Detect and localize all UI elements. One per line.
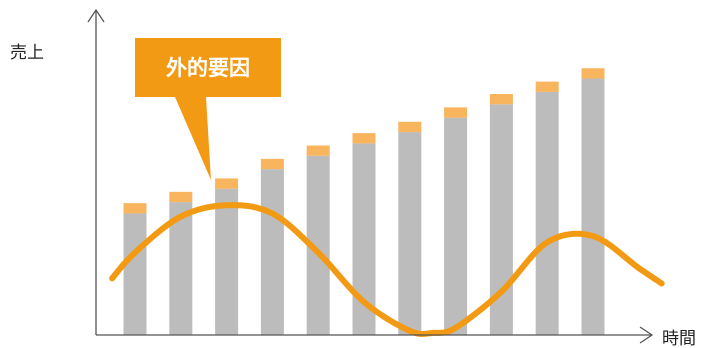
callout-box [135,38,281,97]
bar-cap [260,158,284,170]
bar-base [398,132,422,335]
y-axis-label: 売上 [10,43,44,63]
bar-base [489,104,513,335]
bar-base [444,117,468,335]
bar-cap [169,191,193,203]
bar-base [535,91,559,335]
bar-cap [123,203,147,214]
y-axis-arrowhead [87,8,105,23]
bar-cap [398,121,422,133]
bar-cap [215,178,239,189]
bar-base [581,78,605,335]
bar-base [260,169,284,335]
bar-base [352,143,376,335]
bar-cap [352,133,376,144]
callout-pointer [175,97,211,180]
x-axis-label: 時間 [662,329,696,348]
bar-cap [306,145,330,156]
bar-base [123,213,147,335]
bar-base [169,202,193,335]
bar-cap [489,93,513,105]
bar-base [306,155,330,335]
bar-cap [581,68,605,79]
bar-base [215,188,239,335]
callout-label: 外的要因 [166,56,250,80]
bar-cap [444,107,468,118]
external-factor-wave-line [109,202,665,338]
bars-group [123,68,605,335]
bar-cap [535,81,559,92]
external-factor-callout: 外的要因 [135,38,281,180]
x-axis-arrowhead [639,326,654,344]
